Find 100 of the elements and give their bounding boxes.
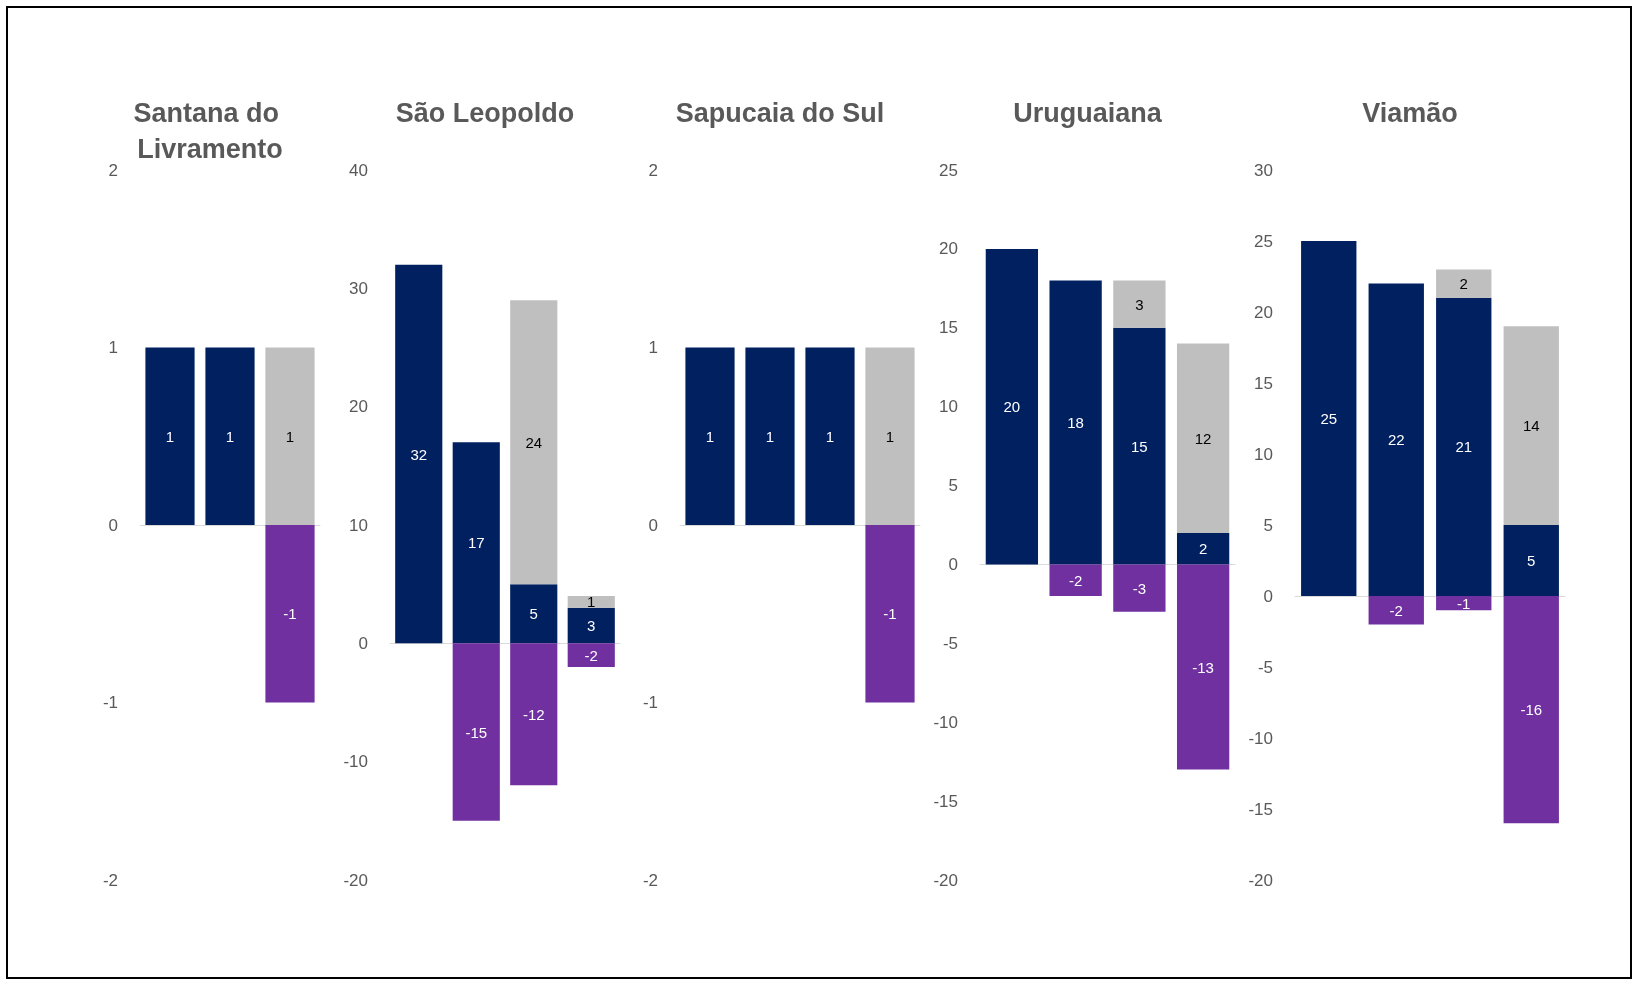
data-label: 17 — [467, 534, 485, 552]
y-tick-label: 20 — [349, 397, 368, 417]
y-tick-label: -2 — [102, 870, 118, 890]
y-tick-label: -15 — [933, 791, 958, 811]
y-tick-label: -20 — [343, 870, 368, 890]
data-label: -16 — [1520, 701, 1543, 719]
bar — [1368, 283, 1424, 596]
data-label: 1 — [765, 427, 775, 445]
bar — [1301, 241, 1357, 596]
data-label: -13 — [1192, 658, 1214, 676]
bar — [1049, 564, 1102, 596]
bar — [1113, 280, 1166, 328]
data-label: 3 — [587, 617, 596, 635]
y-tick-label: 25 — [1254, 231, 1273, 251]
bar — [1176, 564, 1230, 770]
data-label: -1 — [883, 605, 897, 623]
y-tick-label: -5 — [942, 633, 958, 653]
y-tick-label: -10 — [343, 752, 368, 772]
bar — [510, 584, 558, 644]
data-label: 5 — [1527, 552, 1536, 569]
y-tick-label: 25 — [939, 160, 958, 180]
bar — [1503, 525, 1559, 596]
data-label: 1 — [225, 427, 235, 445]
bar — [985, 248, 1039, 565]
data-label: 12 — [1194, 429, 1212, 447]
y-tick-label: 10 — [349, 515, 368, 535]
y-tick-label: -1 — [102, 693, 118, 712]
bar — [567, 596, 615, 608]
y-tick-label: 0 — [648, 515, 658, 535]
data-label: -2 — [1068, 571, 1083, 589]
data-label: 1 — [825, 427, 835, 445]
y-tick-label: -1 — [642, 693, 658, 712]
data-label: 15 — [1131, 437, 1148, 455]
y-tick-label: 0 — [948, 554, 958, 574]
bar — [452, 643, 500, 821]
y-tick-label: 20 — [1254, 302, 1273, 322]
y-tick-label: -20 — [933, 870, 958, 890]
data-label: 20 — [1003, 398, 1021, 416]
bar — [1049, 280, 1102, 565]
data-label: 32 — [410, 445, 428, 463]
data-label: -2 — [584, 646, 598, 664]
y-tick-label: 0 — [1263, 586, 1273, 606]
bar — [567, 643, 615, 667]
data-label: 1 — [587, 593, 596, 611]
y-tick-label: 2 — [648, 160, 658, 180]
chart-title: Viamão — [1362, 98, 1458, 128]
y-tick-label: 0 — [108, 515, 118, 535]
data-label: 25 — [1320, 410, 1338, 427]
data-label: 14 — [1522, 417, 1540, 435]
y-tick-label: 30 — [1254, 160, 1273, 180]
data-label: 5 — [529, 605, 538, 623]
data-label: 1 — [285, 427, 295, 445]
bar — [510, 300, 558, 585]
y-tick-label: 1 — [108, 338, 118, 357]
bar — [1176, 532, 1230, 565]
chart-title: São Leopoldo — [395, 98, 575, 128]
y-tick-label: 15 — [1254, 373, 1273, 393]
data-label: -1 — [1457, 594, 1471, 612]
y-tick-label: -15 — [1248, 799, 1273, 819]
y-tick-label: -10 — [933, 712, 958, 732]
bar — [1113, 564, 1166, 612]
data-label: -15 — [465, 723, 488, 741]
data-label: 1 — [885, 427, 895, 445]
y-tick-label: 30 — [349, 278, 368, 298]
data-label: 2 — [1459, 275, 1468, 293]
data-label: -2 — [1389, 601, 1403, 619]
data-label: -3 — [1132, 579, 1147, 597]
bar — [567, 607, 615, 644]
y-tick-label: 1 — [648, 338, 658, 357]
bar — [395, 264, 443, 644]
data-label: -12 — [522, 705, 545, 723]
y-tick-label: 15 — [939, 318, 958, 338]
bar — [452, 442, 500, 644]
chart-title: Uruguaiana — [1013, 98, 1163, 128]
y-tick-label: 5 — [1263, 515, 1273, 535]
data-label: 1 — [705, 427, 715, 445]
bar — [1503, 326, 1559, 525]
bar — [1368, 596, 1424, 625]
data-label: 3 — [1135, 295, 1144, 313]
data-label: 1 — [165, 427, 175, 445]
data-label: 2 — [1198, 540, 1208, 558]
y-tick-label: 20 — [939, 239, 958, 259]
data-label: 24 — [525, 433, 543, 451]
data-label: 18 — [1067, 413, 1084, 431]
bar — [1436, 269, 1492, 298]
y-tick-label: -2 — [642, 870, 658, 890]
y-tick-label: 10 — [939, 397, 958, 417]
y-tick-label: 10 — [1254, 444, 1273, 464]
y-tick-label: -20 — [1248, 870, 1273, 890]
y-tick-label: 0 — [358, 633, 368, 653]
bar — [1113, 327, 1166, 565]
data-label: 22 — [1387, 431, 1405, 449]
chart-title: Santana do Livramento — [133, 98, 287, 164]
data-label: 21 — [1455, 438, 1473, 456]
y-tick-label: 5 — [948, 476, 958, 496]
bar — [510, 643, 558, 786]
bar — [1176, 343, 1230, 533]
y-tick-label: -5 — [1257, 657, 1273, 677]
chart-title: Sapucaia do Sul — [675, 98, 885, 128]
bar — [1436, 297, 1492, 596]
